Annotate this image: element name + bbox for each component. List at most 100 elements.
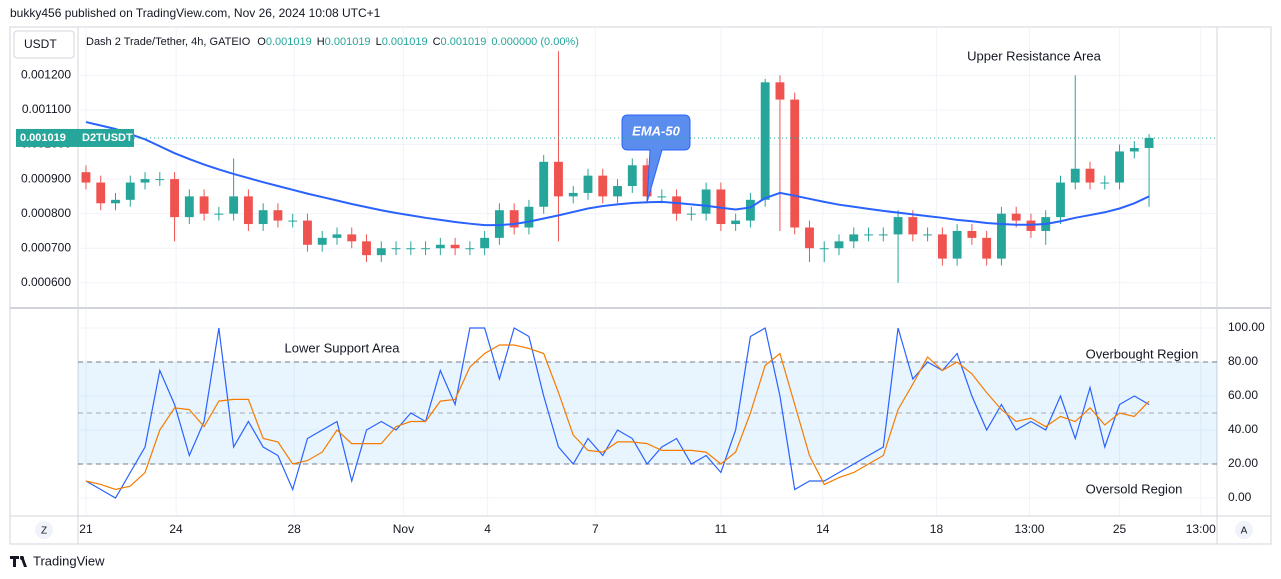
candle-body [199, 196, 209, 214]
price-badge-value: 0.001019 [20, 132, 66, 144]
published-line: bukky456 published on TradingView.com, N… [10, 6, 381, 20]
y-tick-label: 0.000900 [21, 171, 71, 185]
x-tick-label: 25 [1113, 522, 1127, 536]
candle-body [627, 165, 637, 187]
x-tick-label: 11 [715, 522, 728, 536]
brand: TradingView [33, 553, 105, 568]
candle-body [391, 248, 401, 250]
brand-logo [10, 556, 27, 567]
candle-body [243, 196, 253, 225]
legend-ohlc-label: L [376, 36, 382, 48]
candle-body [494, 210, 504, 238]
candle-body [701, 189, 711, 214]
ema-callout [621, 114, 691, 203]
candle-body [672, 196, 682, 214]
legend-ohlc-value: 0.001019 [325, 36, 371, 48]
y-tick-label: 0.001200 [21, 68, 71, 82]
y-tick-label: 60.00 [1228, 388, 1258, 402]
candle-body [317, 237, 327, 245]
candle-body [849, 234, 859, 242]
candle-body [1129, 147, 1139, 152]
candle-body [878, 234, 888, 236]
candle-body [642, 165, 652, 197]
candle-body [937, 234, 947, 259]
frame [9, 26, 1272, 545]
candle-body [347, 234, 357, 242]
legend-change: 0.000000 (0.00%) [491, 36, 578, 48]
candle-body [1144, 137, 1154, 148]
candle-body [613, 186, 622, 197]
candle-body [273, 210, 283, 221]
candle-body [1070, 168, 1080, 183]
auto-button[interactable] [1235, 521, 1253, 539]
candle-body [421, 248, 431, 250]
candle-body [908, 217, 918, 235]
legend-ohlc-label: C [433, 36, 441, 48]
candle-body [716, 189, 726, 225]
legend-ohlc-value: 0.001019 [441, 36, 487, 48]
y-tick-label: 0.00 [1228, 490, 1252, 504]
candle-body [435, 244, 445, 249]
candle-body [450, 244, 460, 249]
y-tick-label: 0.000800 [21, 206, 71, 220]
x-tick-label: 21 [79, 522, 93, 536]
candle-body [125, 182, 135, 200]
annotation: Overbought Region [1086, 346, 1199, 361]
candle-body [524, 206, 534, 228]
y-tick-label: 80.00 [1228, 354, 1258, 368]
candle-body [170, 179, 179, 218]
x-tick-label: 7 [592, 522, 599, 536]
candle-body [258, 210, 268, 225]
candle-body [923, 234, 933, 236]
candle-body [288, 220, 298, 222]
stoch-line [85, 327, 1150, 499]
candle-body [111, 199, 120, 204]
y-tick-label: 100.00 [1228, 320, 1265, 334]
candle-body [568, 192, 578, 197]
x-tick-label: 18 [930, 522, 944, 536]
x-tick-label: 13:00 [1014, 522, 1044, 536]
candle-body [81, 172, 91, 183]
y-tick-label: 40.00 [1228, 422, 1258, 436]
x-tick-label: 14 [816, 522, 830, 536]
candle-body [465, 248, 475, 250]
price-badge-ticker: D2TUSDT [82, 132, 133, 144]
candle-body [376, 248, 386, 256]
x-tick-label: 24 [169, 522, 183, 536]
candle-body [539, 161, 549, 207]
x-tick-label: Nov [393, 522, 414, 536]
zoom-label[interactable]: Z [41, 526, 47, 537]
currency-button[interactable] [13, 30, 75, 59]
candle-body [952, 230, 962, 259]
candle-body [598, 175, 608, 197]
annotation: Oversold Region [1086, 481, 1183, 496]
price-badge [16, 128, 134, 147]
annotation: Lower Support Area [285, 340, 401, 355]
candle-body [982, 237, 992, 259]
candle-body [805, 227, 814, 249]
candle-body [864, 234, 873, 236]
candle-body [731, 220, 741, 225]
candle-body [893, 217, 903, 235]
y-tick-label: 0.000600 [21, 275, 71, 289]
auto-label[interactable]: A [1241, 526, 1248, 537]
legend-ohlc-label: H [317, 36, 325, 48]
currency-label[interactable]: USDT [24, 37, 57, 51]
candle-body [214, 213, 224, 215]
zoom-button[interactable] [35, 521, 53, 539]
candle-body [745, 199, 755, 221]
candle-body [1100, 182, 1110, 184]
candle-body [554, 161, 563, 197]
candle-body [1115, 151, 1124, 183]
candle-body [775, 82, 785, 100]
candle-body [657, 196, 667, 198]
logo-dot [20, 556, 24, 560]
candle-body [834, 241, 844, 249]
candle-body [140, 179, 150, 183]
legend-ohlc-label: O [257, 36, 266, 48]
legend-ohlc-value: 0.001019 [266, 36, 312, 48]
candle-body [686, 213, 696, 215]
y-tick-label: 0.001100 [22, 102, 71, 116]
candle-body [1011, 213, 1021, 221]
